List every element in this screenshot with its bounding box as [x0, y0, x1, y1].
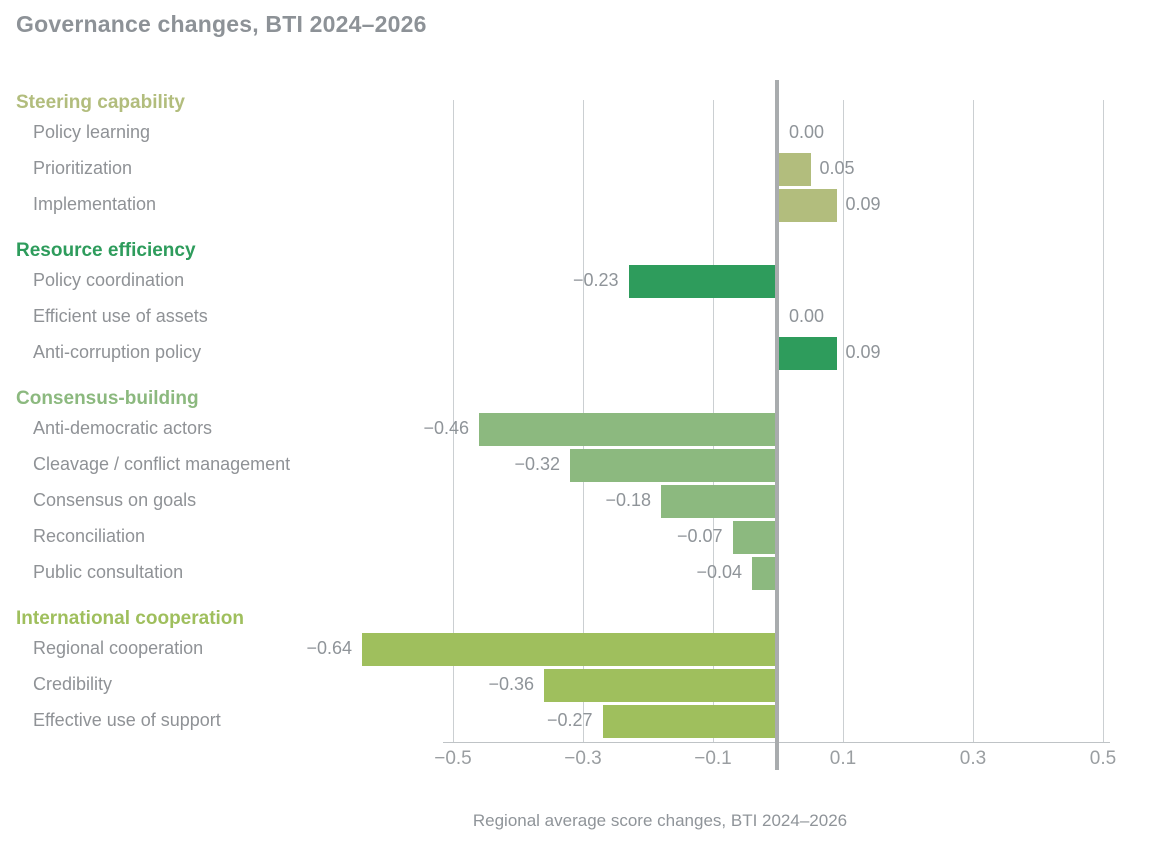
- value-label: −0.23: [572, 270, 619, 290]
- value-label: 0.09: [845, 342, 881, 362]
- value-label: −0.46: [423, 418, 469, 438]
- x-tick-label: 0.3: [959, 748, 987, 769]
- value-label: −0.64: [306, 638, 352, 658]
- value-label: 0.05: [819, 158, 855, 178]
- item-label: Consensus on goals: [33, 490, 197, 510]
- bar: [362, 632, 778, 666]
- item-label: Anti-corruption policy: [33, 342, 202, 362]
- bar: [661, 484, 778, 518]
- value-label: −0.27: [546, 710, 593, 730]
- group-header: Steering capability: [16, 92, 185, 113]
- bar: [602, 704, 778, 738]
- x-tick-label: −0.1: [694, 748, 732, 769]
- x-tick-label: 0.1: [829, 748, 857, 769]
- item-label: Implementation: [33, 194, 157, 214]
- bar: [752, 556, 778, 590]
- bar: [778, 152, 811, 186]
- value-label: 0.00: [789, 306, 825, 326]
- zero-baseline: [775, 80, 779, 770]
- item-label: Anti-democratic actors: [33, 418, 213, 438]
- value-label: 0.00: [789, 122, 825, 142]
- value-label: −0.07: [676, 526, 723, 546]
- value-label: −0.04: [696, 562, 742, 582]
- item-label: Cleavage / conflict management: [33, 454, 291, 474]
- bar: [544, 668, 778, 702]
- group-header: Resource efficiency: [16, 240, 196, 261]
- value-label: −0.18: [605, 490, 651, 510]
- value-label: −0.36: [488, 674, 534, 694]
- item-label: Efficient use of assets: [33, 306, 208, 326]
- bar: [778, 188, 837, 222]
- gridline-−0.5: [452, 100, 454, 742]
- bar: [778, 336, 837, 370]
- item-label: Policy learning: [33, 122, 151, 142]
- item-label: Policy coordination: [33, 270, 185, 290]
- item-label: Public consultation: [33, 562, 184, 582]
- bar: [628, 264, 778, 298]
- item-label: Effective use of support: [33, 710, 221, 730]
- x-tick-label: −0.3: [564, 748, 602, 769]
- group-header: International cooperation: [16, 608, 245, 629]
- chart-title: Governance changes, BTI 2024–2026: [16, 11, 427, 37]
- item-label: Credibility: [33, 674, 113, 694]
- bar: [732, 520, 778, 554]
- group-header: Consensus-building: [16, 388, 199, 409]
- bar: [479, 412, 778, 446]
- gridline-0.5: [1102, 100, 1104, 742]
- bar: [570, 448, 778, 482]
- value-label: −0.32: [514, 454, 560, 474]
- x-tick-label: 0.5: [1089, 748, 1117, 769]
- x-axis-caption: Regional average score changes, BTI 2024…: [472, 811, 848, 830]
- item-label: Prioritization: [33, 158, 133, 178]
- gridline-0.3: [972, 100, 974, 742]
- item-label: Regional cooperation: [33, 638, 204, 658]
- value-label: 0.09: [845, 194, 881, 214]
- x-tick-label: −0.5: [434, 748, 472, 769]
- gridline-0.1: [842, 100, 844, 742]
- item-label: Reconciliation: [33, 526, 146, 546]
